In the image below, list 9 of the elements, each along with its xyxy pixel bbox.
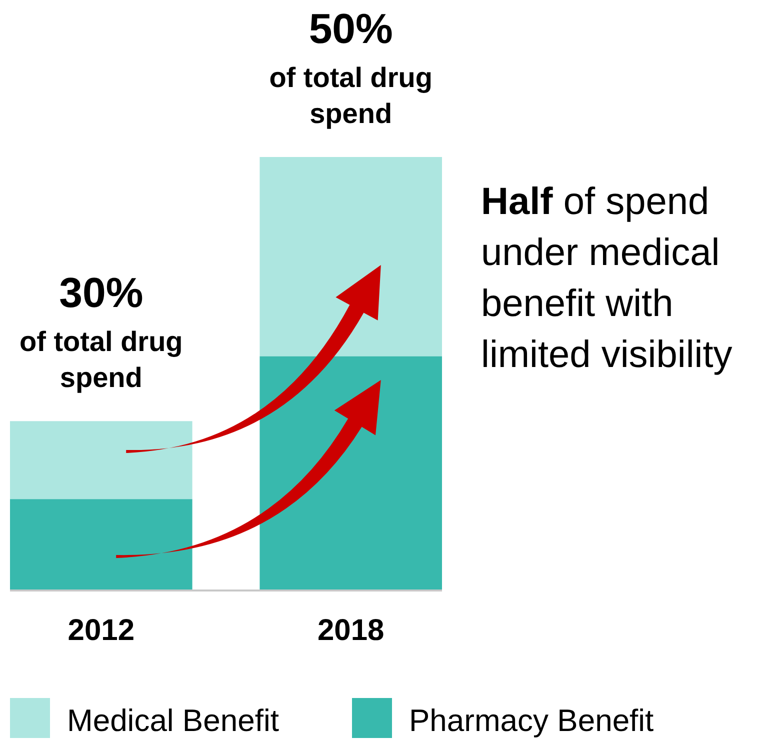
text: Half of spend under medical benefit with limited visibility [481,181,732,376]
annotation: of total drug spend [19,326,183,394]
legend-label: Medical Benefit [67,703,280,738]
x-tick-label: 2018 [317,614,384,647]
legend-label: Pharmacy Benefit [409,703,654,738]
text: of total drug spend [269,62,433,129]
x-tick-label: 2012 [68,614,135,647]
text: 50% [308,5,393,52]
annotation: 30% [59,269,144,316]
